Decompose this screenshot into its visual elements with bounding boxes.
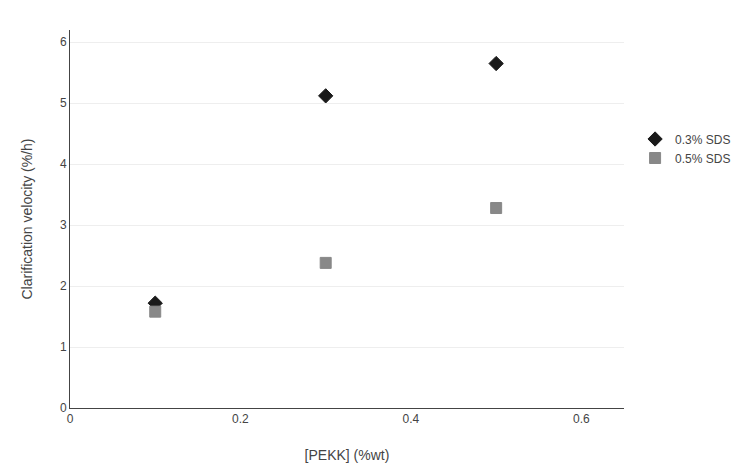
svg-text:0.4: 0.4 xyxy=(403,412,420,426)
svg-text:0.3% SDS: 0.3% SDS xyxy=(675,133,730,147)
svg-text:Clarification velocity (%/h): Clarification velocity (%/h) xyxy=(19,138,35,299)
svg-text:0.5% SDS: 0.5% SDS xyxy=(675,152,730,166)
svg-text:0: 0 xyxy=(60,401,67,415)
svg-text:0: 0 xyxy=(67,412,74,426)
svg-text:3: 3 xyxy=(60,218,67,232)
svg-text:0.6: 0.6 xyxy=(573,412,590,426)
svg-text:6: 6 xyxy=(60,35,67,49)
svg-text:5: 5 xyxy=(60,96,67,110)
svg-text:2: 2 xyxy=(60,279,67,293)
svg-text:1: 1 xyxy=(60,340,67,354)
svg-text:4: 4 xyxy=(60,157,67,171)
svg-text:[PEKK] (%wt): [PEKK] (%wt) xyxy=(305,447,390,463)
svg-text:0.2: 0.2 xyxy=(232,412,249,426)
